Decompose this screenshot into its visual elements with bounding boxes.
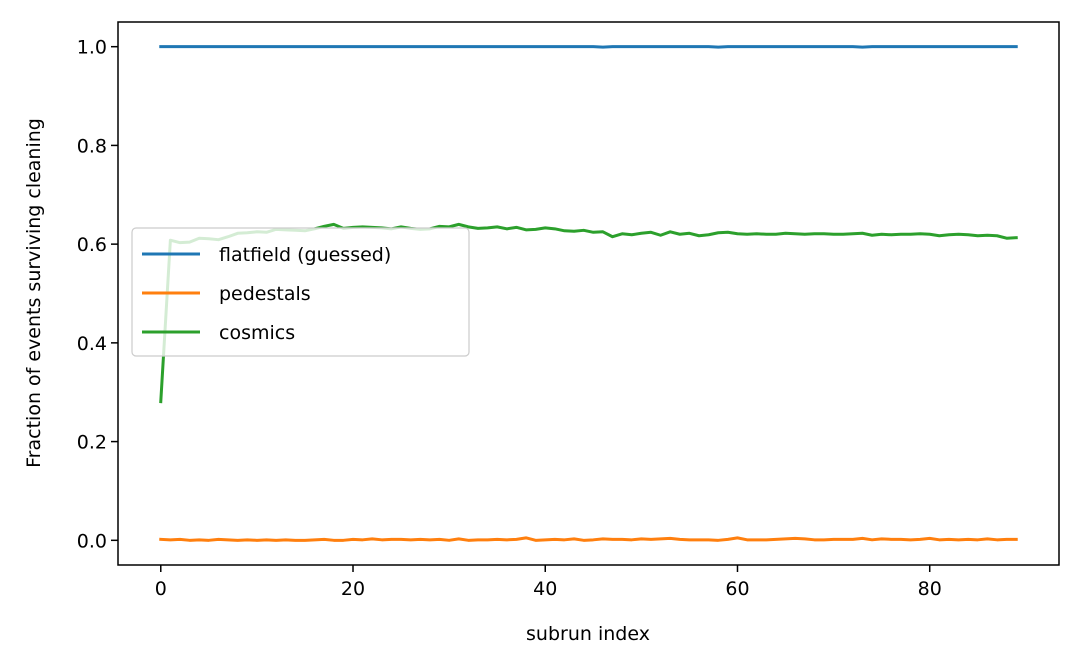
x-tick-label: 40 — [533, 578, 557, 600]
series-line-2 — [159, 536, 1018, 542]
x-tick-label: 0 — [155, 578, 167, 600]
x-tick-label: 80 — [918, 578, 942, 600]
y-tick-label: 0.6 — [77, 234, 107, 256]
legend-label-3: cosmics — [219, 322, 295, 344]
y-tick-label: 1.0 — [77, 37, 107, 59]
plot-frame — [117, 21, 1060, 566]
y-tick-label: 0.2 — [77, 432, 107, 454]
legend-label-1: flatfield (guessed) — [219, 244, 391, 266]
legend-entries: flatfield (guessed) pedestals cosmics — [142, 244, 391, 344]
x-axis-ticks: 0 20 40 60 80 — [155, 565, 942, 600]
y-tick-label: 0.4 — [77, 333, 107, 355]
y-axis-label: Fraction of events surviving cleaning — [23, 118, 45, 468]
x-tick-label: 60 — [725, 578, 749, 600]
y-axis-ticks: 0.0 0.2 0.4 0.6 0.8 1.0 — [77, 37, 118, 552]
series-line-1 — [159, 45, 1018, 49]
x-tick-label: 20 — [341, 578, 365, 600]
y-tick-label: 0.8 — [77, 135, 107, 157]
legend: flatfield (guessed) pedestals cosmics — [131, 227, 470, 357]
legend-frame — [131, 227, 470, 357]
y-tick-label: 0.0 — [77, 530, 107, 552]
legend-label-2: pedestals — [219, 283, 311, 305]
x-axis-label: subrun index — [526, 623, 650, 645]
